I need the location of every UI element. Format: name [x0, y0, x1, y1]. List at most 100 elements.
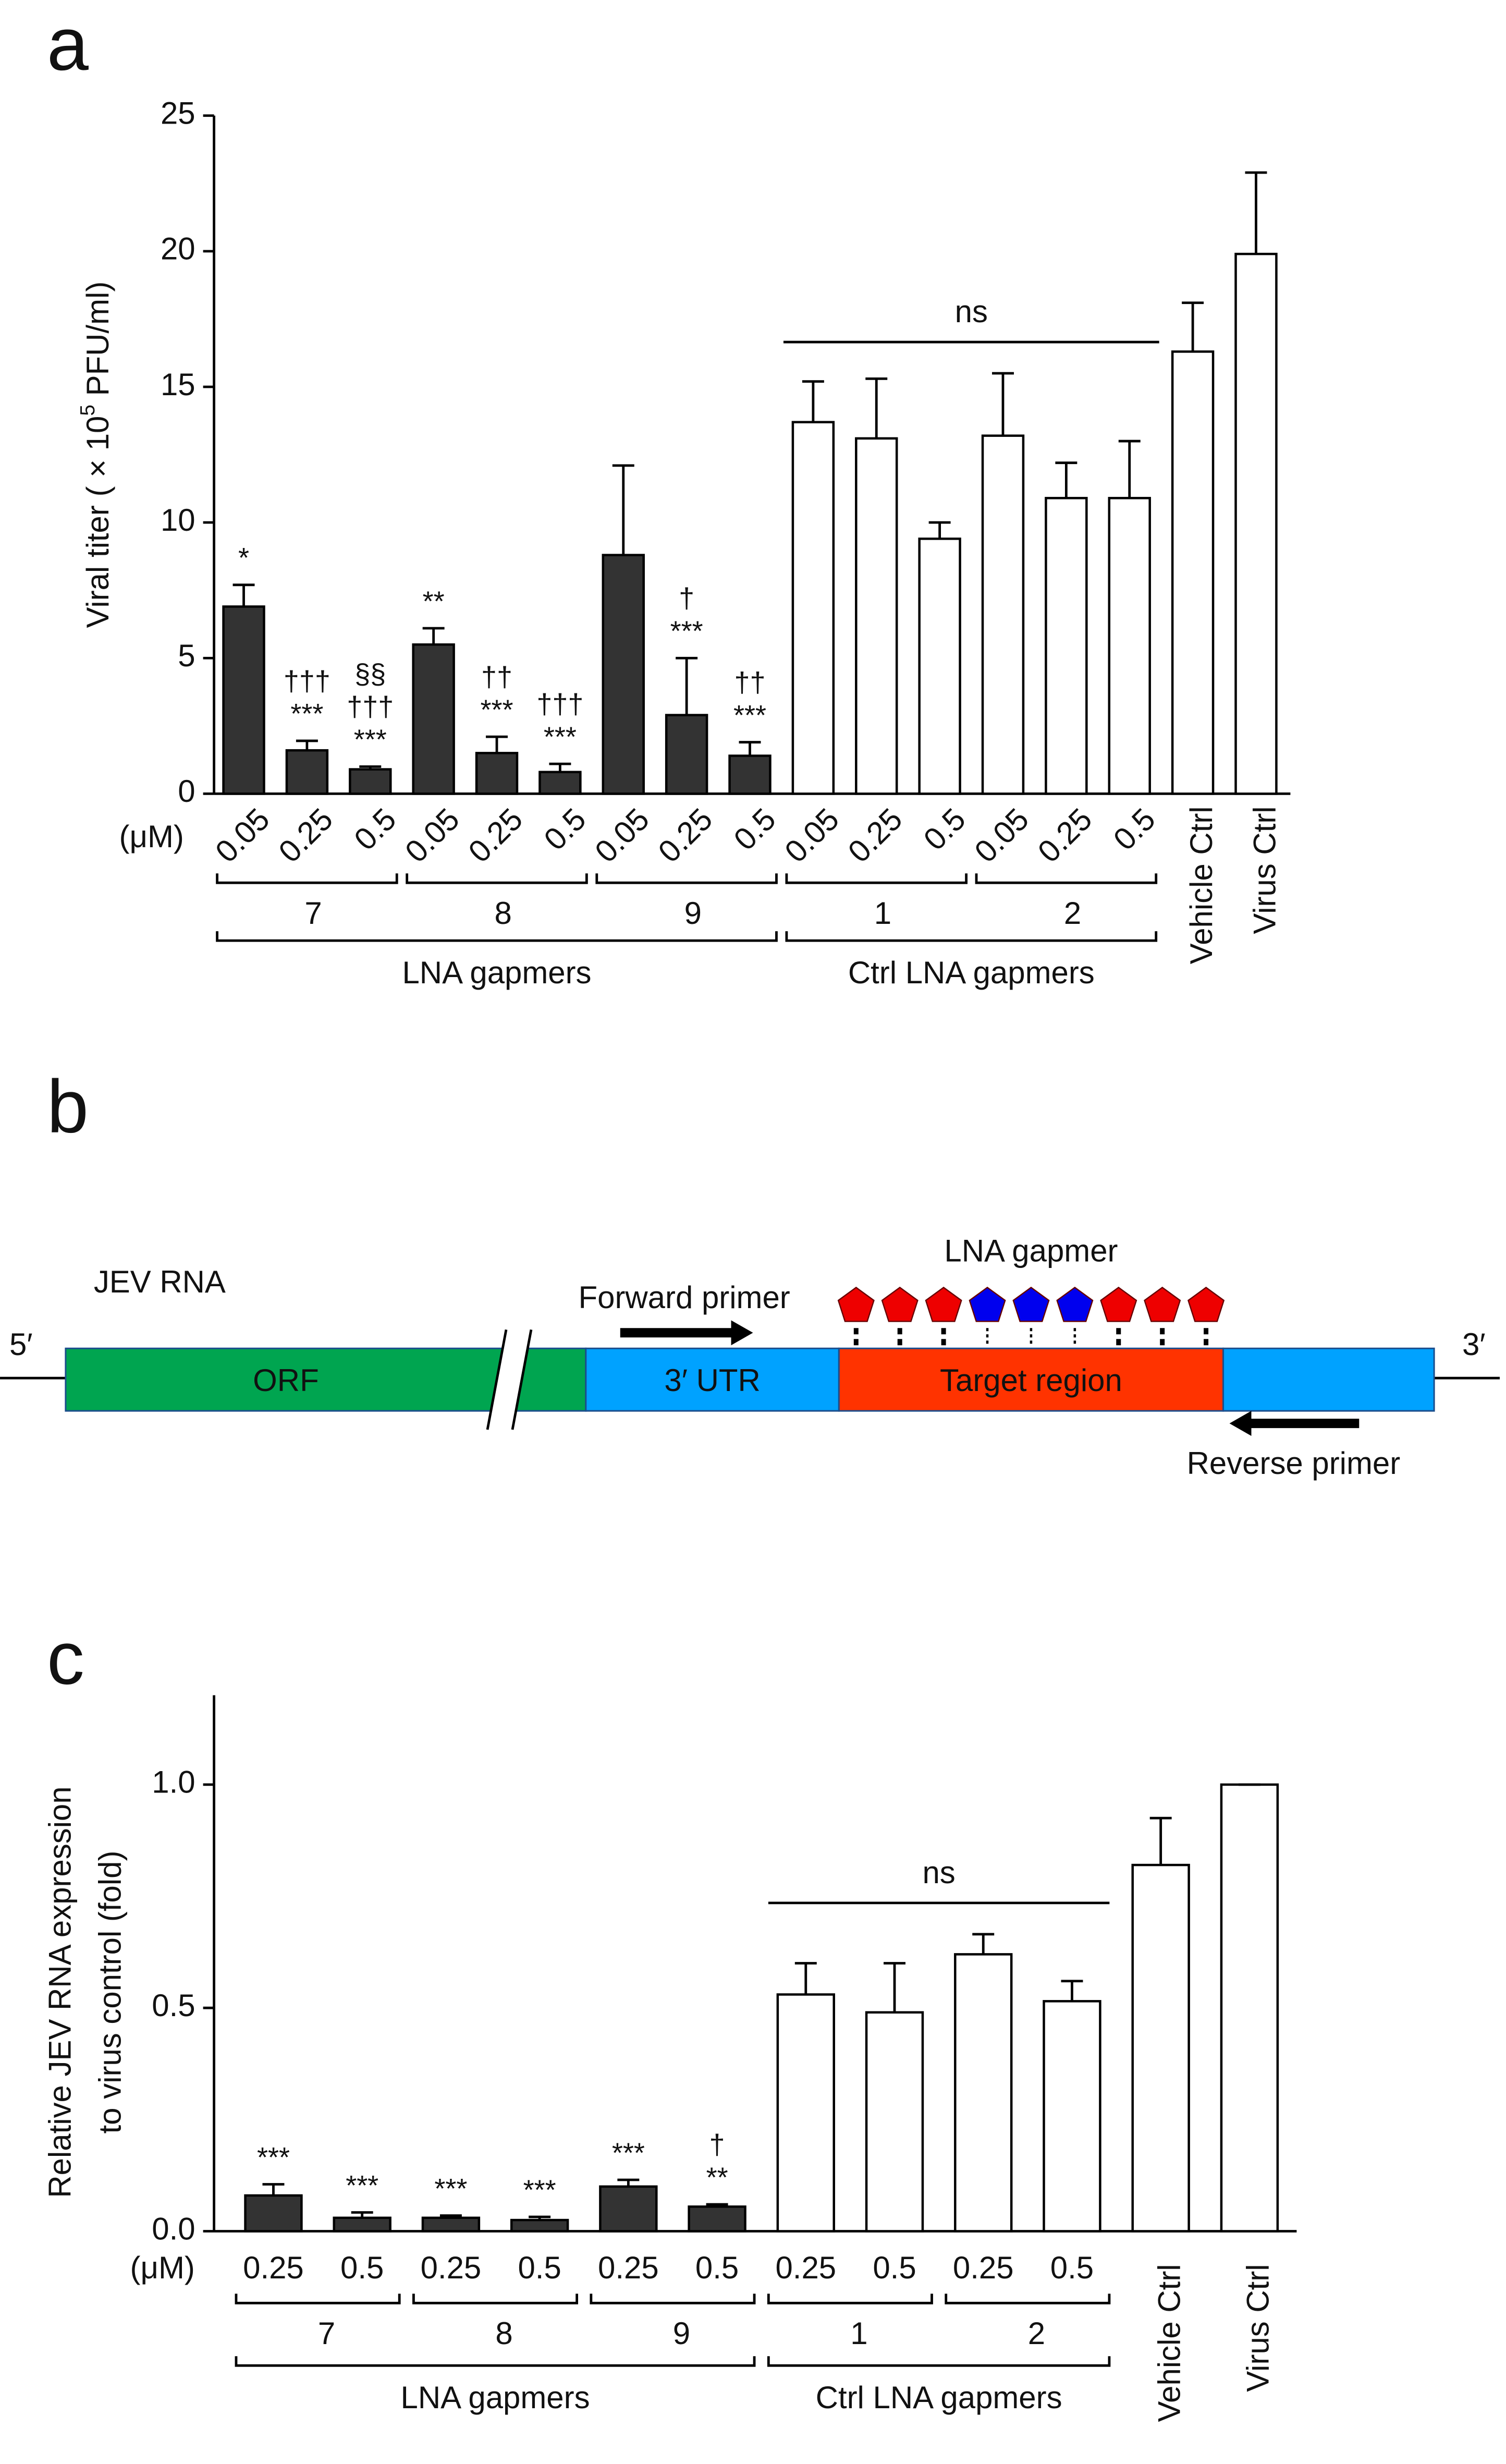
gapmer-label: LNA gapmer — [944, 1233, 1118, 1268]
group-bracket — [595, 873, 778, 884]
reverse-primer-label: Reverse primer — [1187, 1446, 1401, 1481]
x-tick-label: 0.5 — [917, 801, 972, 857]
x-tick-label: 0.5 — [873, 2250, 916, 2285]
y-tick-label: 0 — [178, 774, 195, 809]
bar — [954, 1953, 1013, 2233]
group-label: 7 — [304, 896, 322, 931]
group-bracket — [975, 873, 1158, 884]
super-group-label: Ctrl LNA gapmers — [816, 2380, 1062, 2415]
x-tick-label: 0.25 — [421, 2250, 482, 2285]
group-label: 9 — [684, 896, 702, 931]
bar — [728, 754, 772, 795]
group-label: 7 — [318, 2316, 335, 2351]
bar — [475, 752, 519, 795]
x-tick-label: Virus Ctrl — [1241, 2264, 1276, 2392]
bar — [244, 2194, 303, 2233]
error-bar — [1245, 171, 1267, 254]
forward-primer-label: Forward primer — [579, 1280, 790, 1315]
x-tick-label: 0.25 — [462, 801, 530, 869]
y-tick-label: 10 — [161, 503, 195, 538]
x-tick-label: 0.25 — [652, 801, 719, 869]
bar — [791, 421, 835, 795]
group-label: 9 — [673, 2316, 690, 2351]
x-tick-label: 0.05 — [588, 801, 656, 869]
error-bar — [549, 762, 571, 772]
super-group-bracket — [785, 931, 1158, 942]
significance-label: ** — [423, 585, 445, 617]
y-tick-label: 0.5 — [152, 1988, 195, 2023]
super-group-bracket — [235, 2356, 756, 2367]
forward-arrow — [620, 1320, 753, 1346]
significance-label: ††† — [536, 689, 583, 720]
bar — [333, 2216, 391, 2233]
error-bar — [706, 2203, 728, 2207]
y-axis-label-part: PFU/ml) — [80, 282, 115, 405]
bar — [918, 538, 961, 795]
y-axis-label: Viral titer ( × 105 PFU/ml) — [77, 282, 115, 628]
x-tick-label: 0.25 — [1031, 801, 1099, 869]
significance-label: *** — [434, 2173, 467, 2204]
segment-label: ORF — [253, 1363, 319, 1398]
bar — [538, 771, 582, 795]
group-bracket — [767, 2294, 933, 2304]
gapmer-unit — [969, 1286, 1006, 1322]
bar — [222, 605, 265, 795]
x-tick-label: 0.5 — [518, 2250, 561, 2285]
unit-label: (μM) — [119, 819, 184, 854]
significance-label: *** — [670, 616, 703, 647]
significance-label: ††† — [284, 665, 330, 697]
bar — [665, 714, 708, 795]
rna-segment — [838, 1347, 1225, 1412]
bar — [688, 2205, 746, 2233]
significance-label: *** — [733, 700, 766, 731]
group-label: 8 — [494, 896, 511, 931]
gapmer-unit — [1012, 1286, 1050, 1322]
group-bracket — [945, 2294, 1111, 2304]
x-tick-label: 0.05 — [968, 801, 1035, 869]
y-axis-label-part: 5 — [77, 405, 99, 416]
x-tick-label: 0.5 — [340, 2250, 384, 2285]
x-tick-label: Vehicle Ctrl — [1184, 806, 1219, 964]
x-tick-label: 0.5 — [537, 801, 592, 857]
super-group-label: Ctrl LNA gapmers — [848, 955, 1095, 990]
error-bar — [232, 583, 255, 607]
segment-label: 3′ UTR — [664, 1363, 760, 1398]
reverse-arrow — [1229, 1411, 1360, 1436]
three-prime-label: 3′ — [1462, 1327, 1486, 1362]
group-bracket — [235, 2294, 401, 2304]
rna-label: JEV RNA — [94, 1264, 226, 1299]
significance-label: *** — [346, 2170, 378, 2201]
error-bar — [262, 2183, 285, 2195]
x-tick-label: 0.5 — [347, 801, 402, 857]
gapmer-unit — [925, 1286, 962, 1322]
bar — [855, 437, 898, 795]
significance-label: † — [679, 583, 694, 614]
bar — [349, 768, 392, 795]
significance-label: *** — [544, 721, 577, 752]
group-label: 1 — [874, 896, 891, 931]
error-bar — [865, 377, 888, 438]
error-bar — [884, 1962, 905, 2012]
group-label: 1 — [850, 2316, 867, 2351]
bar — [412, 643, 455, 795]
error-bar — [351, 2211, 373, 2218]
x-tick-label: 0.05 — [209, 801, 276, 869]
error-bar — [1182, 301, 1204, 352]
x-tick-label: 0.25 — [598, 2250, 659, 2285]
error-bar — [422, 627, 445, 645]
y-axis-label-part: Viral titer ( × 10 — [80, 416, 115, 628]
error-bar — [296, 739, 318, 751]
error-bar — [794, 1962, 817, 1995]
significance-label: ** — [706, 2162, 728, 2193]
y-tick-label: 1.0 — [152, 1765, 195, 1800]
super-group-bracket — [216, 931, 778, 942]
bar — [865, 2011, 924, 2233]
significance-label: *** — [257, 2142, 290, 2173]
error-bar — [972, 1933, 995, 1955]
rna-segment — [585, 1347, 840, 1412]
x-tick-label: 0.05 — [398, 801, 466, 869]
ns-label: ns — [922, 1855, 955, 1890]
bar — [1131, 1863, 1190, 2233]
segment-label: Target region — [940, 1363, 1122, 1398]
significance-label: §§ — [354, 658, 386, 690]
